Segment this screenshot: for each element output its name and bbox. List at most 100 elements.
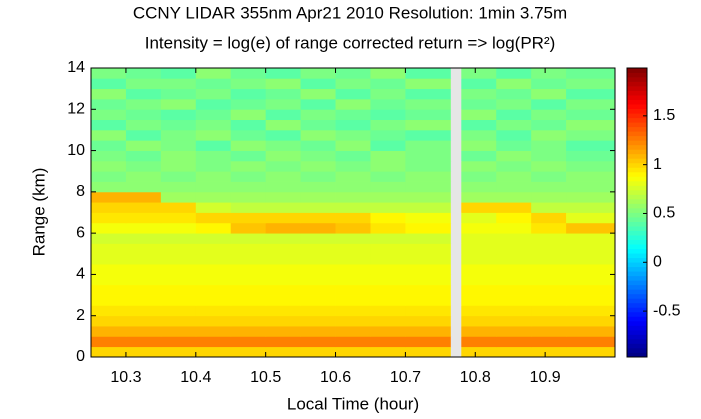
heat-cell (461, 68, 497, 79)
colorbar-swatch (627, 180, 647, 186)
heat-cell (265, 171, 301, 182)
heat-cell (335, 68, 371, 79)
heat-cell (461, 119, 497, 131)
heat-cell (461, 264, 497, 275)
heat-cell (195, 233, 232, 244)
heat-cell (450, 326, 462, 337)
heat-cell (450, 284, 462, 296)
heat-cell (335, 253, 371, 265)
colorbar-swatch (627, 108, 647, 114)
heat-cell (335, 160, 371, 172)
heat-cell (450, 274, 462, 286)
heat-cell (566, 78, 616, 90)
heat-cell (335, 191, 371, 203)
heat-cell (300, 243, 336, 255)
heat-cell (195, 212, 232, 224)
colorbar-swatch (627, 235, 647, 240)
colorbar-swatch (627, 217, 647, 222)
heat-cell (125, 202, 162, 213)
heat-cell (265, 191, 301, 203)
heat-cell (125, 160, 162, 172)
heat-cell (496, 212, 532, 224)
heat-cell (160, 326, 197, 337)
colorbar-swatch (627, 289, 647, 295)
heat-cell (265, 295, 301, 306)
heat-cell (450, 346, 462, 358)
heat-cell (450, 78, 462, 90)
heat-cell (300, 305, 336, 317)
heat-cell (335, 346, 371, 358)
heat-cell (125, 212, 162, 224)
heat-cell (230, 274, 267, 286)
heat-cell (300, 274, 336, 286)
heat-cell (300, 98, 336, 110)
colorbar-swatch (627, 266, 647, 272)
heat-cell (461, 109, 497, 121)
heat-cell (160, 181, 197, 193)
heat-cell (370, 150, 406, 162)
heat-cell (125, 78, 162, 90)
heat-cell (125, 98, 162, 110)
heat-cell (566, 88, 616, 100)
heat-cell (496, 264, 532, 275)
heat-cell (370, 326, 406, 337)
heat-cell (125, 284, 162, 296)
heat-cell (461, 98, 497, 110)
heat-cell (461, 191, 497, 203)
y-tick-label: 6 (76, 224, 85, 241)
colorbar-swatch (627, 343, 647, 349)
y-tick-label: 8 (76, 183, 85, 200)
heat-cell (531, 129, 567, 141)
heat-cell (195, 222, 232, 234)
heat-cell (265, 98, 301, 110)
heat-cell (450, 295, 462, 306)
heat-cell (496, 243, 532, 255)
heat-cell (195, 305, 232, 317)
heat-cell (265, 284, 301, 296)
heat-cell (300, 326, 336, 337)
heat-cell (300, 212, 336, 224)
heat-cell (405, 274, 452, 286)
heat-cell (566, 336, 616, 348)
colorbar-swatch (627, 302, 647, 308)
heat-cell (496, 336, 532, 348)
y-tick-label: 10 (67, 142, 85, 159)
heat-cell (335, 284, 371, 296)
heat-cell (531, 68, 567, 79)
heat-cell (461, 284, 497, 296)
heat-cell (230, 222, 267, 234)
heat-cell (496, 119, 532, 131)
heat-cell (335, 326, 371, 337)
heat-cell (300, 88, 336, 100)
heat-cell (195, 295, 232, 306)
heat-cell (265, 336, 301, 348)
heat-cell (300, 336, 336, 348)
colorbar-swatch (627, 185, 647, 191)
heat-cell (91, 181, 127, 193)
heat-cell (160, 305, 197, 317)
heat-cell (370, 222, 406, 234)
colorbar-swatch (627, 149, 647, 155)
heat-cell (531, 109, 567, 121)
heat-cell (335, 78, 371, 90)
heat-cell (230, 202, 267, 213)
heat-cell (496, 274, 532, 286)
heat-cell (496, 326, 532, 337)
heat-cell (265, 326, 301, 337)
colorbar-swatch (627, 131, 647, 137)
heat-cell (265, 88, 301, 100)
heat-cell (195, 274, 232, 286)
heat-cell (450, 109, 462, 121)
heat-cell (461, 160, 497, 172)
heat-cell (531, 274, 567, 286)
heat-cell (370, 253, 406, 265)
heat-cell (405, 150, 452, 162)
heat-cell (405, 243, 452, 255)
heat-cell (160, 274, 197, 286)
heat-cell (566, 98, 616, 110)
heat-cell (461, 233, 497, 244)
heat-cell (300, 181, 336, 193)
heat-cell (230, 305, 267, 317)
heat-cell (461, 315, 497, 327)
heat-cell (531, 336, 567, 348)
